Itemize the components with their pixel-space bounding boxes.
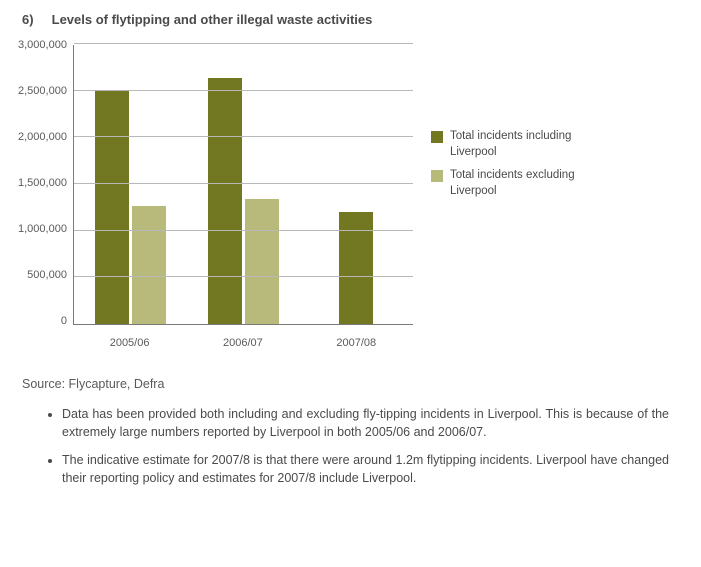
y-tick-label: 1,500,000 xyxy=(18,177,67,189)
note-item: The indicative estimate for 2007/8 is th… xyxy=(62,451,669,487)
bar-group xyxy=(85,90,175,324)
y-tick-label: 2,000,000 xyxy=(18,131,67,143)
x-tick-label: 2006/07 xyxy=(198,337,288,349)
bar xyxy=(132,206,166,324)
x-axis: 2005/06 2006/07 2007/08 xyxy=(73,325,413,349)
plot-area xyxy=(73,45,413,325)
section-heading: 6) Levels of flytipping and other illega… xyxy=(22,12,679,27)
bars-layer xyxy=(74,45,413,324)
grid-line xyxy=(74,183,413,184)
grid-line xyxy=(74,276,413,277)
legend-item: Total incidents excluding Liverpool xyxy=(431,168,610,199)
x-tick-label: 2005/06 xyxy=(85,337,175,349)
y-axis: 3,000,000 2,500,000 2,000,000 1,500,000 1,00… xyxy=(18,39,73,327)
y-tick-label: 500,000 xyxy=(27,269,67,281)
bar-group xyxy=(198,78,288,324)
bar xyxy=(245,199,279,324)
legend-item: Total incidents including Liverpool xyxy=(431,129,610,160)
legend-label: Total incidents including Liverpool xyxy=(450,129,610,160)
heading-number: 6) xyxy=(22,12,48,27)
source-text: Source: Flycapture, Defra xyxy=(22,377,679,391)
y-tick-label: 3,000,000 xyxy=(18,39,67,51)
grid-line xyxy=(74,136,413,137)
bar xyxy=(208,78,242,324)
grid-line xyxy=(74,230,413,231)
legend: Total incidents including Liverpool Total… xyxy=(431,129,610,207)
notes-list: Data has been provided both including an… xyxy=(22,405,679,488)
chart-area: 3,000,0002,500,0002,000,0001,500,0001,00… xyxy=(18,45,413,349)
chart-container: 3,000,0002,500,0002,000,0001,500,0001,00… xyxy=(18,45,679,349)
bar xyxy=(95,90,129,324)
legend-label: Total incidents excluding Liverpool xyxy=(450,168,610,199)
heading-title: Levels of flytipping and other illegal w… xyxy=(52,12,373,27)
y-tick-label: 1,000,000 xyxy=(18,223,67,235)
grid-line xyxy=(74,90,413,91)
legend-swatch xyxy=(431,170,443,182)
y-tick-label: 0 xyxy=(61,315,67,327)
legend-swatch xyxy=(431,131,443,143)
y-tick-label: 2,500,000 xyxy=(18,85,67,97)
grid-line xyxy=(74,43,413,44)
note-item: Data has been provided both including an… xyxy=(62,405,669,441)
x-tick-label: 2007/08 xyxy=(311,337,401,349)
